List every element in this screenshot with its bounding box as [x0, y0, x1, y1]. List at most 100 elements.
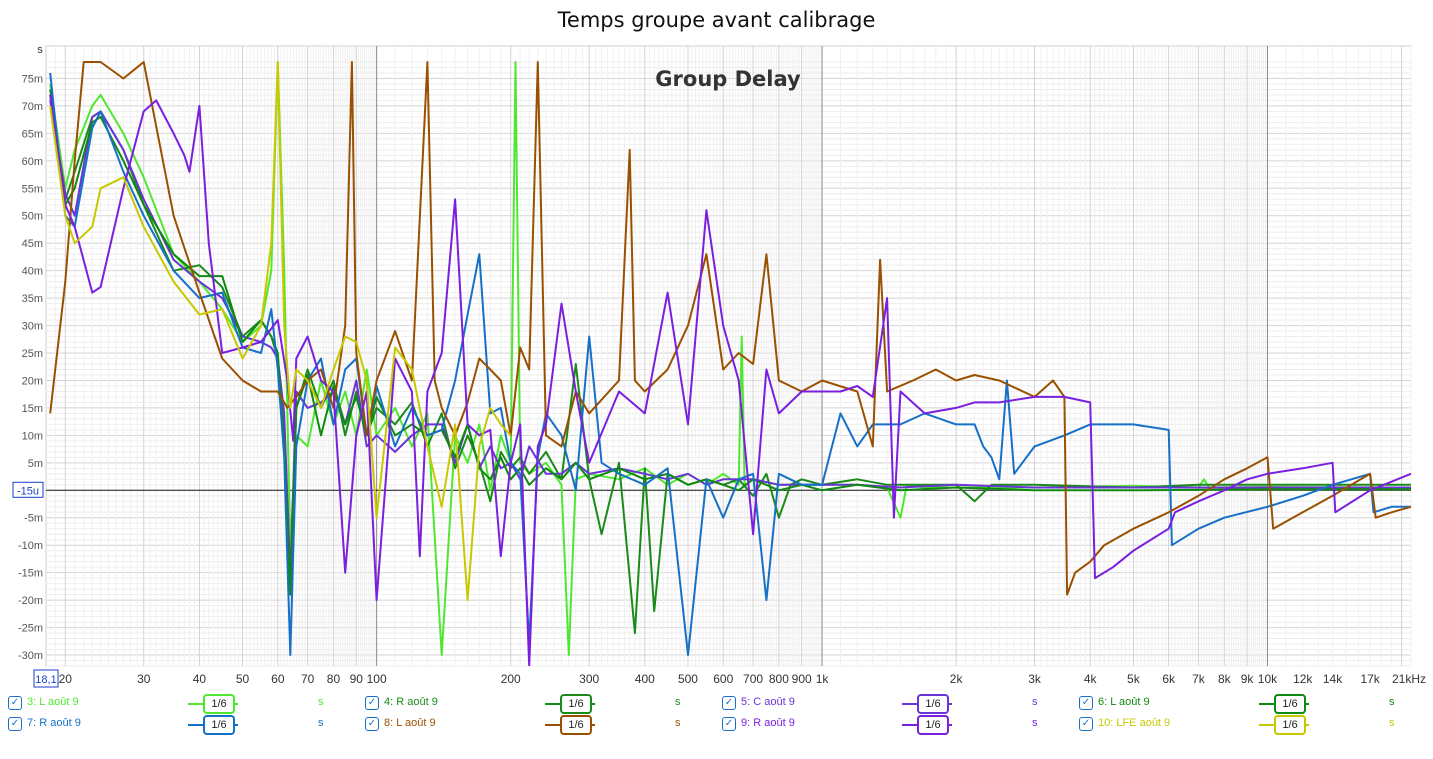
legend-label: 3: L août 9 — [27, 696, 79, 708]
series-line-4 — [49, 89, 1411, 596]
x-tick-label: 1k — [816, 672, 830, 686]
legend-label: 8: L août 9 — [384, 717, 436, 729]
legend-item: ✓ 5: C août 9 1/6 s — [722, 694, 1067, 714]
legend-item: ✓ 7: R août 9 1/6 s — [8, 715, 353, 735]
x-tick-label: 14k — [1323, 672, 1343, 686]
legend-unit: s — [1032, 717, 1038, 729]
y-tick-label: 65m — [22, 128, 43, 140]
legend-label: 6: L août 9 — [1098, 696, 1150, 708]
y-tick-label: 20m — [22, 375, 43, 387]
legend-checkbox[interactable]: ✓ — [722, 717, 736, 731]
legend: ✓ 3: L août 9 1/6 s ✓ 4: R août 9 1/6 s ✓ 5: C ao… — [0, 694, 1433, 744]
x-tick-label: 700 — [743, 672, 763, 686]
grid — [45, 45, 1412, 667]
series-line-5 — [49, 72, 1411, 656]
legend-checkbox[interactable]: ✓ — [8, 717, 22, 731]
x-tick-label: 7k — [1192, 672, 1206, 686]
legend-checkbox[interactable]: ✓ — [8, 696, 22, 710]
y-tick-label: 15m — [22, 403, 43, 415]
x-tick-label: 600 — [713, 672, 733, 686]
legend-checkbox[interactable]: ✓ — [1079, 717, 1093, 731]
smoothing-button[interactable]: 1/6 — [917, 694, 949, 714]
x-tick-label: 30 — [137, 672, 151, 686]
legend-label: 5: C août 9 — [741, 696, 795, 708]
y-tick-label: 35m — [22, 293, 43, 305]
x-tick-label: 2k — [950, 672, 964, 686]
chart-inner-title: Group Delay — [655, 67, 801, 91]
x-tick-label: 8k — [1218, 672, 1232, 686]
x-tick-label: 200 — [501, 672, 521, 686]
legend-item: ✓ 10: LFE août 9 1/6 s — [1079, 715, 1424, 735]
legend-item: ✓ 8: L août 9 1/6 s — [365, 715, 710, 735]
legend-checkbox[interactable]: ✓ — [722, 696, 736, 710]
y-tick-label: 75m — [22, 73, 43, 85]
legend-label: 7: R août 9 — [27, 717, 81, 729]
x-tick-label: 10k — [1258, 672, 1278, 686]
x-tick-label: 400 — [635, 672, 655, 686]
x-tick-label: 6k — [1162, 672, 1176, 686]
y-tick-label: 5m — [28, 458, 43, 470]
legend-unit: s — [1389, 717, 1395, 729]
y-tick-label: -20m — [18, 595, 43, 607]
legend-checkbox[interactable]: ✓ — [365, 717, 379, 731]
x-tick-label: 40 — [193, 672, 207, 686]
x-tick-label: 50 — [236, 672, 250, 686]
x-tick-label: 4k — [1084, 672, 1098, 686]
y-tick-label: -30m — [18, 650, 43, 662]
y-tick-label: 30m — [22, 321, 43, 333]
legend-item: ✓ 6: L août 9 1/6 s — [1079, 694, 1424, 714]
y-axis-unit-label: s — [37, 44, 43, 56]
legend-checkbox[interactable]: ✓ — [365, 696, 379, 710]
smoothing-button[interactable]: 1/6 — [1274, 715, 1306, 735]
y-tick-label: -15m — [18, 568, 43, 580]
legend-label: 4: R août 9 — [384, 696, 438, 708]
x-tick-label: 20 — [59, 672, 73, 686]
y-cursor-box — [12, 481, 44, 498]
legend-item: ✓ 3: L août 9 1/6 s — [8, 694, 353, 714]
group-delay-chart[interactable]: -30m -25m -20m -15m -10m -5m 5m 10m 15m 20m 25m 30m… — [0, 0, 1433, 694]
x-tick-label: 9k — [1241, 672, 1255, 686]
series-line-8 — [49, 61, 512, 602]
x-tick-label: 80 — [327, 672, 341, 686]
legend-unit: s — [318, 696, 324, 708]
y-tick-label: -10m — [18, 540, 43, 552]
page-title: Temps groupe avant calibrage — [557, 8, 876, 32]
y-tick-label: 70m — [22, 101, 43, 113]
y-tick-label: 50m — [22, 211, 43, 223]
y-tick-label: 45m — [22, 238, 43, 250]
series-layer — [49, 61, 1411, 666]
x-cursor-box — [33, 669, 59, 688]
x-tick-label: 5k — [1127, 672, 1141, 686]
x-tick-label: 70 — [301, 672, 315, 686]
x-tick-label: 21kHz — [1392, 672, 1426, 686]
legend-unit: s — [675, 717, 681, 729]
y-tick-label: 10m — [22, 430, 43, 442]
x-tick-label: 800 — [769, 672, 789, 686]
y-tick-label: 55m — [22, 183, 43, 195]
smoothing-button[interactable]: 1/6 — [560, 694, 592, 714]
legend-label: 10: LFE août 9 — [1098, 717, 1171, 729]
legend-item: ✓ 4: R août 9 1/6 s — [365, 694, 710, 714]
smoothing-button[interactable]: 1/6 — [917, 715, 949, 735]
legend-unit: s — [1389, 696, 1395, 708]
x-start-label: 18,1 — [35, 674, 56, 686]
smoothing-button[interactable]: 1/6 — [560, 715, 592, 735]
x-tick-label: 3k — [1028, 672, 1042, 686]
y-tick-label: 40m — [22, 266, 43, 278]
x-tick-label: 100 — [367, 672, 387, 686]
x-tick-label: 12k — [1293, 672, 1313, 686]
x-tick-label: 500 — [678, 672, 698, 686]
legend-unit: s — [675, 696, 681, 708]
legend-checkbox[interactable]: ✓ — [1079, 696, 1093, 710]
x-tick-label: 17k — [1360, 672, 1380, 686]
legend-unit: s — [318, 717, 324, 729]
y-tick-label: 25m — [22, 348, 43, 360]
plot-area — [45, 45, 1412, 667]
smoothing-button[interactable]: 1/6 — [1274, 694, 1306, 714]
legend-item: ✓ 9: R août 9 1/6 s — [722, 715, 1067, 735]
axes: -30m -25m -20m -15m -10m -5m 5m 10m 15m 20m 25m 30m… — [12, 73, 1426, 688]
smoothing-button[interactable]: 1/6 — [203, 715, 235, 735]
smoothing-button[interactable]: 1/6 — [203, 694, 235, 714]
x-tick-label: 90 — [350, 672, 364, 686]
y-tick-label: -5m — [24, 513, 43, 525]
